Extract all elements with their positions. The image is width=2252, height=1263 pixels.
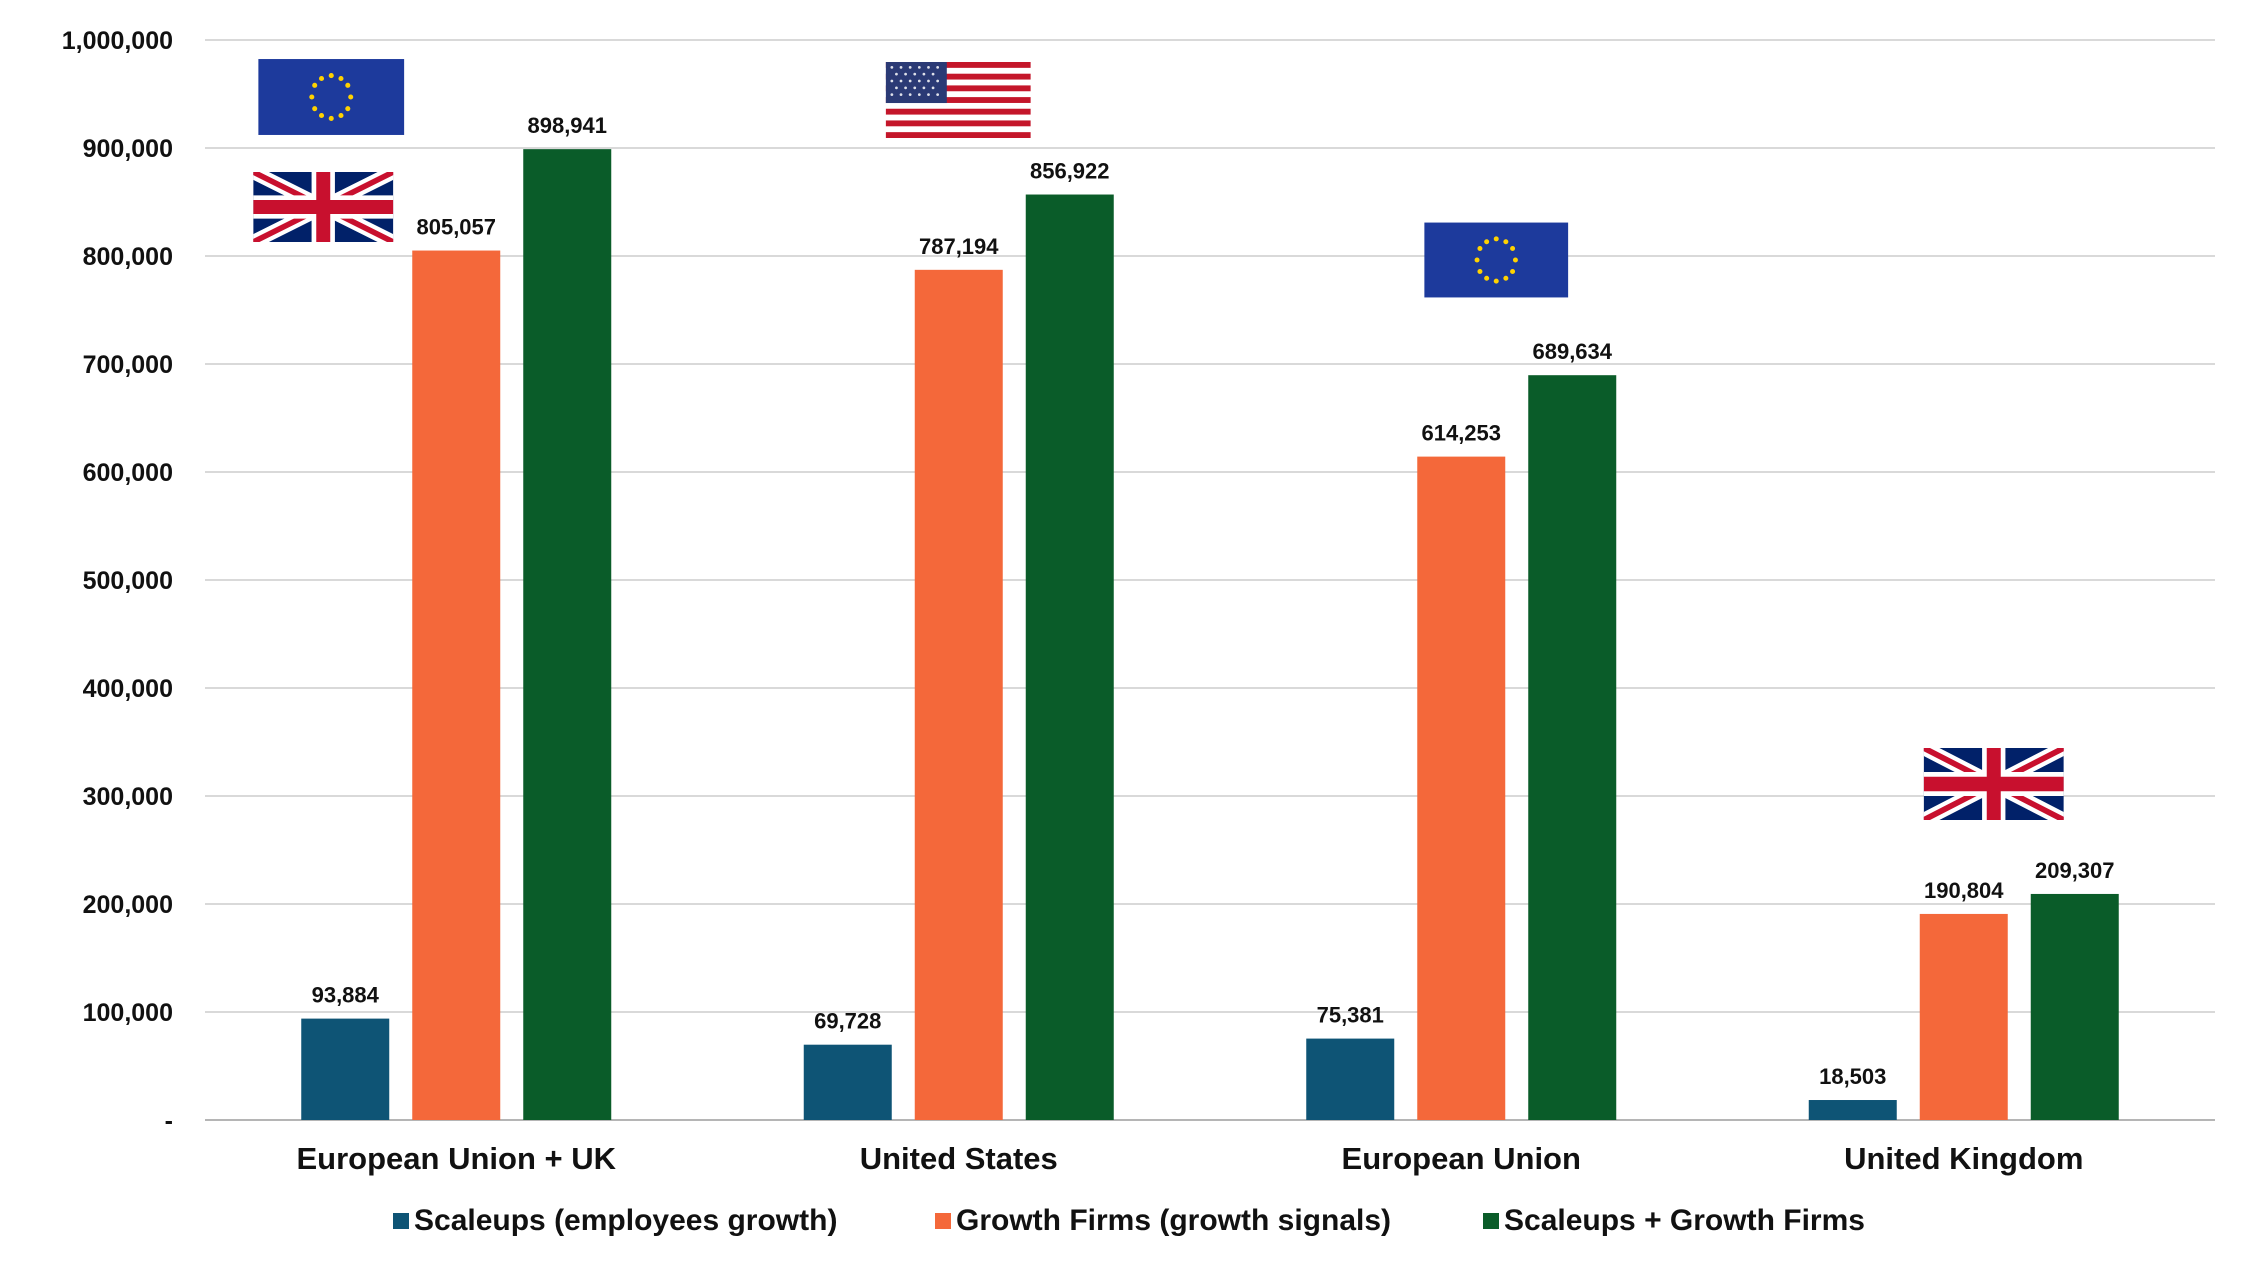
y-tick-label: 800,000 (83, 243, 173, 271)
gridlines (205, 39, 2215, 1121)
legend-label: Growth Firms (growth signals) (956, 1204, 1391, 1237)
bar-combined (2030, 893, 2119, 1120)
y-tick-label: 600,000 (83, 459, 173, 487)
legend-label: Scaleups + Growth Firms (1504, 1204, 1865, 1237)
legend-swatch (393, 1213, 409, 1229)
data-label: 69,728 (814, 1009, 881, 1034)
data-label: 689,634 (1532, 339, 1612, 364)
y-tick-label: 1,000,000 (62, 27, 173, 55)
y-tick-label: 500,000 (83, 567, 173, 595)
x-category-label: United States (860, 1141, 1058, 1176)
legend-swatch (1483, 1213, 1499, 1229)
y-tick-label: 400,000 (83, 675, 173, 703)
y-tick-label: 100,000 (83, 999, 173, 1027)
bar-scaleups (301, 1018, 390, 1120)
bar-scaleups (1306, 1038, 1395, 1120)
data-label: 75,381 (1317, 1003, 1384, 1028)
y-tick-label: 700,000 (83, 351, 173, 379)
data-label: 209,307 (2035, 858, 2115, 883)
us-flag-icon (885, 62, 1031, 138)
y-axis-ticks: - 100,000 200,000 300,000 400,000 500,000 600,… (62, 27, 173, 1135)
bar-growth-firms (412, 250, 501, 1120)
eu-flag-icon (258, 59, 405, 135)
bar-combined (1025, 194, 1114, 1121)
x-axis-categories: European Union + UK United States European… (297, 1141, 2084, 1176)
bar-combined (1528, 375, 1617, 1120)
uk-flag-icon (1924, 748, 2064, 820)
bar-scaleups (803, 1044, 892, 1120)
x-category-label: European Union + UK (297, 1141, 617, 1176)
bar-growth-firms (914, 269, 1003, 1121)
data-label: 805,057 (416, 215, 496, 240)
bar-growth-firms (1919, 913, 2008, 1120)
y-tick-label: 200,000 (83, 891, 173, 919)
data-label: 190,804 (1924, 878, 2004, 903)
x-category-label: United Kingdom (1844, 1141, 2083, 1176)
data-label: 93,884 (312, 983, 380, 1008)
bar-growth-firms (1417, 456, 1506, 1120)
data-label: 614,253 (1421, 421, 1501, 446)
y-tick-label: - (165, 1107, 173, 1135)
x-category-label: European Union (1342, 1141, 1581, 1176)
y-tick-label: 300,000 (83, 783, 173, 811)
eu-flag-icon (1424, 222, 1569, 298)
data-label: 898,941 (527, 113, 607, 138)
legend-label: Scaleups (employees growth) (414, 1204, 837, 1237)
bar-scaleups (1808, 1100, 1897, 1120)
y-tick-label: 900,000 (83, 135, 173, 163)
uk-flag-icon (253, 172, 393, 242)
bars (301, 149, 2119, 1121)
legend-swatch (935, 1213, 951, 1229)
data-labels: 93,884 805,057 898,941 69,728 787,194 856,922… (312, 113, 2115, 1089)
legend: Scaleups (employees growth) Growth Firms … (393, 1204, 1865, 1237)
data-label: 787,194 (919, 234, 999, 259)
data-label: 18,503 (1819, 1064, 1886, 1089)
bar-combined (523, 149, 612, 1120)
data-label: 856,922 (1030, 159, 1110, 184)
